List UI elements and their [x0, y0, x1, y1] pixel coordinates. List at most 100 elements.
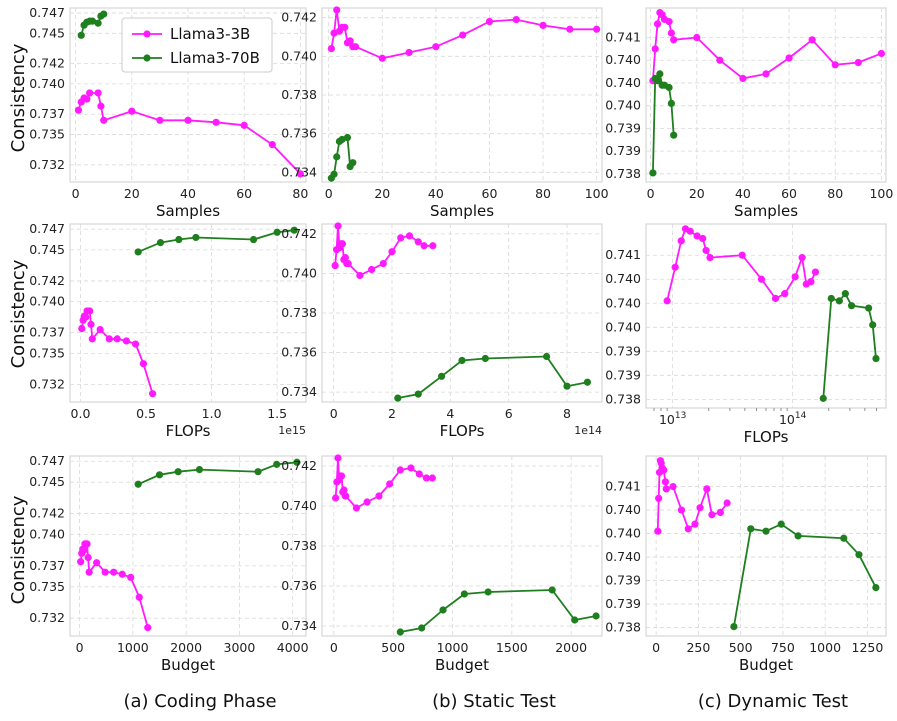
x-axis-label: Budget — [739, 656, 793, 674]
y-tick-label: 0.739 — [605, 367, 641, 382]
data-point — [738, 251, 746, 259]
data-point — [661, 478, 670, 486]
panel-a-flops: 0.732 0.735 0.737 0.740 0.742 0.745 0.747 0.0 0.… — [29, 221, 307, 440]
data-point — [785, 54, 793, 62]
y-tick-label: 0.740 — [605, 549, 641, 564]
data-point — [651, 45, 659, 53]
data-point — [418, 624, 426, 632]
y-tick-label: 0.740 — [281, 498, 317, 513]
data-point — [777, 520, 785, 528]
data-point — [655, 494, 663, 502]
x-tick-label: 750 — [771, 640, 795, 655]
x-axis-label: Samples — [430, 202, 494, 220]
series-line-llama3-70b — [400, 589, 597, 633]
data-point — [94, 19, 102, 27]
data-point — [83, 95, 91, 103]
data-point — [74, 106, 83, 114]
data-point — [85, 568, 93, 576]
y-tick-label: 0.742 — [29, 273, 65, 288]
y-axis-label-row-2: Consistency — [8, 259, 29, 368]
data-point — [671, 263, 679, 271]
data-point — [296, 170, 304, 178]
data-point — [847, 302, 856, 310]
x-tick-label: 0.0 — [71, 406, 91, 421]
data-point — [86, 89, 94, 97]
x-tick-label: 2000 — [170, 640, 202, 655]
data-point — [337, 472, 346, 480]
data-point — [869, 321, 877, 329]
data-point — [128, 107, 136, 115]
y-tick-label: 0.737 — [29, 325, 65, 340]
y-tick-label: 0.740 — [605, 52, 641, 67]
data-point — [405, 48, 413, 57]
x-tick-label: 20 — [374, 186, 390, 201]
x-axis-label: FLOPs — [440, 422, 485, 440]
x-tick-label: 0 — [330, 406, 338, 421]
data-point — [344, 259, 352, 268]
data-point — [379, 259, 387, 268]
data-point — [539, 21, 547, 29]
plot-frame — [69, 223, 307, 403]
x-axis-label: FLOPs — [744, 428, 789, 446]
data-point — [583, 378, 592, 386]
data-point — [566, 25, 574, 33]
data-point — [405, 232, 414, 240]
plot-frame — [645, 7, 887, 183]
y-tick-label: 0.739 — [605, 573, 641, 588]
data-point — [174, 468, 182, 476]
data-point — [82, 313, 90, 321]
y-tick-label: 0.738 — [605, 620, 641, 635]
data-point — [665, 18, 673, 26]
x-tick-label: 1000 — [809, 640, 841, 655]
data-point — [396, 628, 404, 636]
y-tick-label: 0.740 — [29, 294, 65, 309]
data-point — [414, 238, 422, 246]
data-point — [83, 540, 91, 548]
data-point — [367, 265, 376, 274]
y-tick-label: 0.738 — [281, 538, 317, 553]
y-tick-label: 0.739 — [605, 596, 641, 611]
x-tick-label: 0 — [652, 640, 660, 655]
panel-b-budget: 0.734 0.736 0.738 0.740 0.742 0 500 1000 1500 200… — [281, 454, 603, 674]
data-point — [113, 335, 121, 343]
data-point — [134, 480, 142, 488]
data-point — [593, 25, 601, 33]
y-tick-label: 0.745 — [29, 474, 65, 489]
data-point — [342, 492, 350, 500]
data-point — [667, 29, 675, 37]
data-point — [341, 254, 349, 262]
y-tick-label: 0.734 — [281, 618, 317, 633]
series-line-llama3-70b — [397, 355, 588, 399]
data-point — [684, 525, 692, 533]
data-point — [240, 121, 248, 129]
x-tick-label: 0.5 — [136, 406, 156, 421]
y-tick-label: 0.742 — [29, 506, 65, 521]
data-point — [693, 232, 701, 240]
x-axis-label: Budget — [435, 656, 489, 674]
data-point — [134, 248, 142, 256]
data-point — [273, 228, 281, 236]
data-point — [127, 573, 135, 581]
data-point — [665, 83, 673, 92]
data-point — [84, 553, 92, 562]
x-tick-label: 0 — [647, 186, 655, 201]
data-point — [100, 10, 108, 18]
data-point — [730, 623, 738, 631]
data-point — [330, 170, 338, 178]
x-tick-label: 8 — [563, 406, 571, 421]
plot-frame — [645, 223, 887, 409]
data-point — [156, 116, 164, 124]
data-point — [563, 382, 571, 390]
data-point — [212, 118, 220, 126]
data-point — [356, 271, 364, 280]
data-point — [94, 89, 102, 97]
data-point — [422, 474, 431, 482]
data-point — [696, 504, 704, 512]
data-point — [88, 17, 97, 25]
data-point — [798, 254, 806, 262]
data-point — [662, 485, 670, 493]
x-tick-label: 1.0 — [202, 406, 222, 421]
x-axis-label: Samples — [156, 202, 220, 220]
data-point — [484, 588, 492, 596]
x-tick-label: 4000 — [277, 640, 309, 655]
